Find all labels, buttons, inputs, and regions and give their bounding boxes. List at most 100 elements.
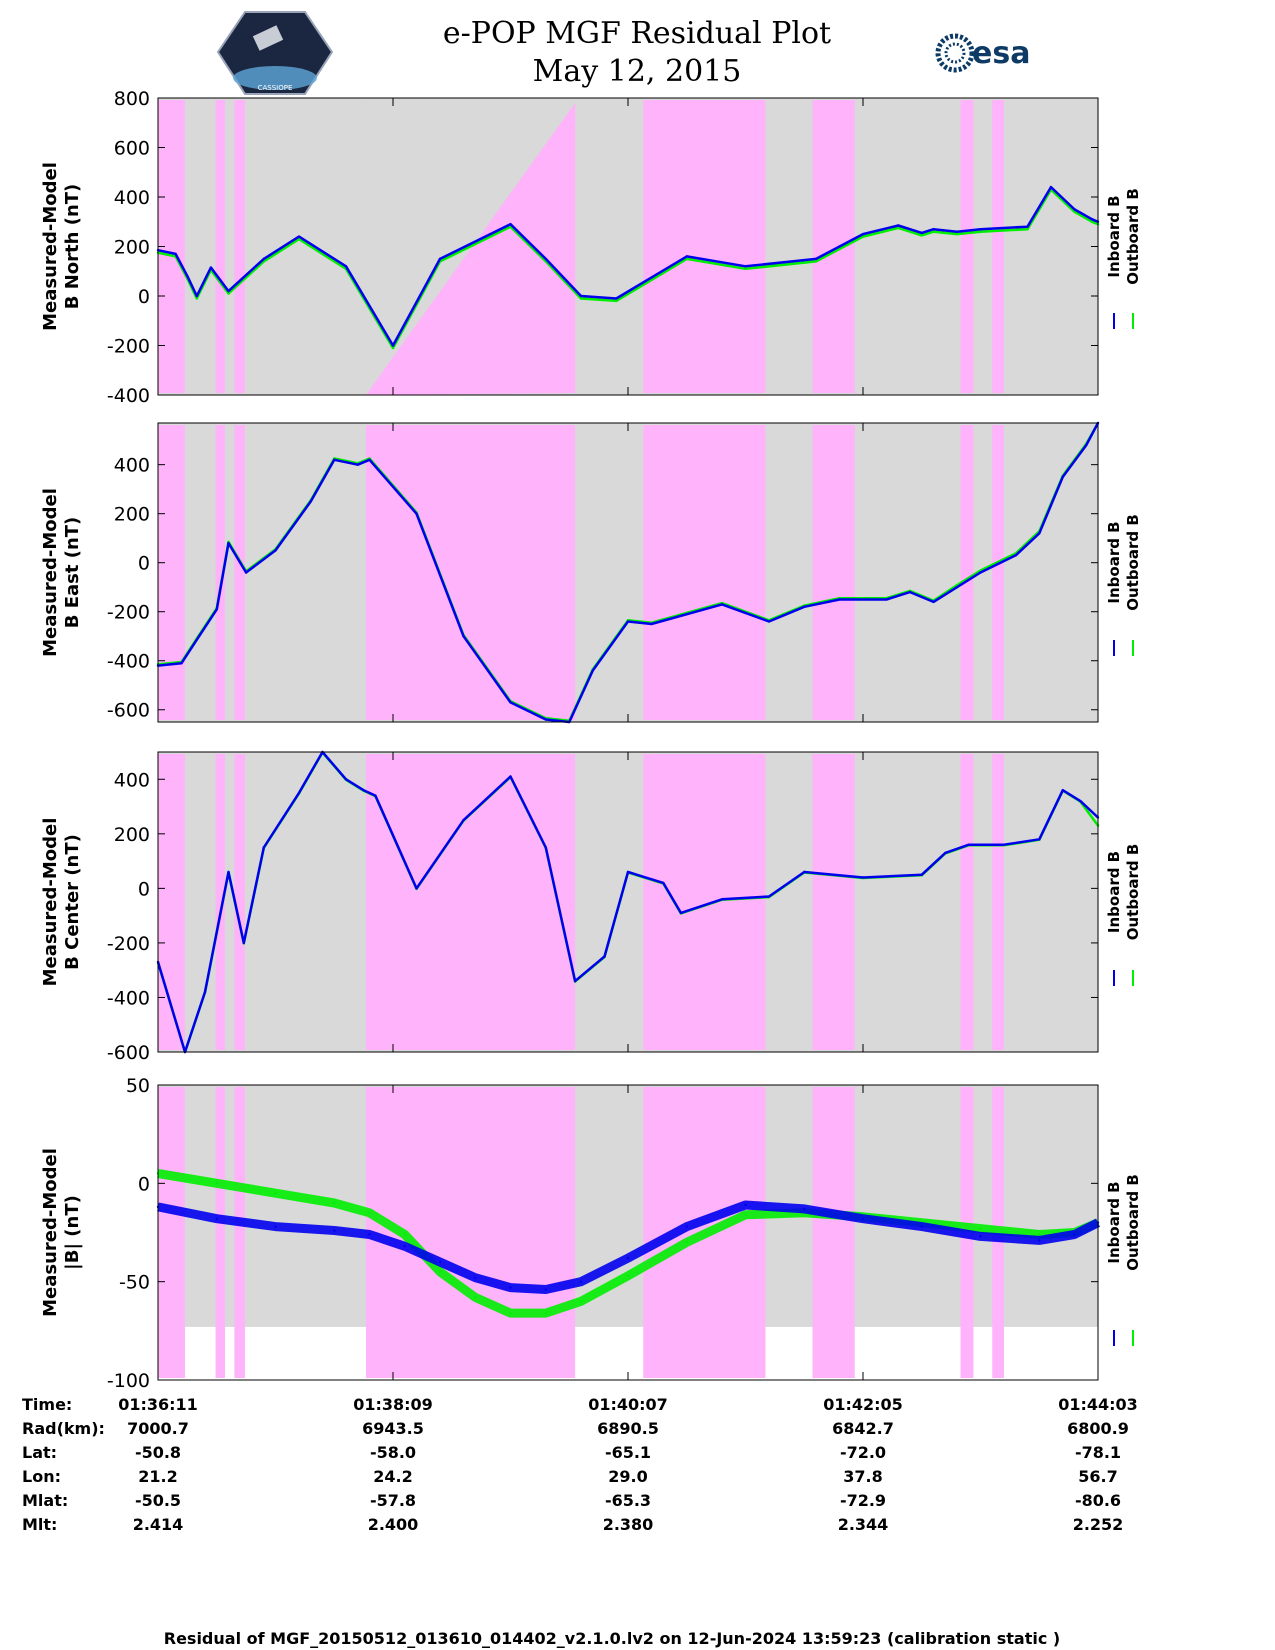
outboard-data-point (579, 1300, 583, 1303)
y-axis-label-line1: Measured-Model (40, 162, 61, 331)
highlight-band (812, 425, 855, 720)
info-cell: 21.2 (138, 1467, 177, 1486)
inboard-data-point (297, 235, 301, 238)
inboard-data-point (274, 1225, 277, 1228)
inboard-data-point (944, 851, 947, 855)
header: CASSIOPE e-POP MGF Residual Plot May 12,… (216, 11, 1030, 95)
y-tick-label: -400 (107, 651, 150, 673)
outboard-data-point (333, 1201, 336, 1205)
info-cell: 56.7 (1078, 1467, 1117, 1486)
inboard-data-point (509, 775, 512, 778)
y-axis-label: Measured-Model|B| (nT) (40, 1148, 83, 1317)
legend: Inboard B Outboard B (1105, 1174, 1142, 1346)
highlight-band (158, 754, 186, 1050)
inboard-data-point (603, 955, 606, 958)
y-tick-label: 0 (138, 878, 150, 900)
inboard-data-point (955, 230, 959, 233)
info-cell: 7000.7 (127, 1419, 189, 1438)
inboard-data-point (803, 1207, 806, 1211)
highlight-band (158, 425, 186, 720)
outboard-data-point (897, 226, 900, 230)
highlight-band (812, 1087, 855, 1378)
info-cell: -72.0 (840, 1443, 886, 1462)
info-cell: 6890.5 (597, 1419, 659, 1438)
inboard-data-point (438, 257, 442, 261)
inboard-data-point (720, 898, 724, 901)
highlight-band (812, 100, 855, 393)
outboard-data-point (1090, 220, 1094, 223)
inboard-data-point (920, 231, 923, 235)
legend-outboard-label: Outboard B (1124, 514, 1142, 611)
info-row-label: Mlt: (22, 1515, 57, 1534)
y-tick-label: 400 (114, 455, 150, 477)
outboard-data-point (274, 1191, 277, 1195)
inboard-data-point (462, 635, 465, 638)
outboard-data-point (744, 1213, 747, 1217)
legend-inboard-label: Inboard B (1105, 1181, 1123, 1263)
y-tick-label: -600 (107, 700, 150, 722)
info-cell: 6842.7 (832, 1419, 894, 1438)
info-cell: -72.9 (840, 1491, 886, 1510)
y-tick-label: 200 (114, 237, 150, 259)
outboard-data-point (195, 297, 198, 300)
inboard-data-point (509, 1286, 512, 1289)
highlight-band (992, 100, 1004, 393)
info-cell: 29.0 (608, 1467, 647, 1486)
inboard-data-point (544, 257, 547, 261)
outboard-data-point (544, 1311, 547, 1315)
outboard-data-point (744, 267, 747, 270)
y-tick-label: -400 (107, 385, 150, 407)
inboard-data-point (662, 881, 665, 885)
inboard-data-point (244, 571, 248, 574)
highlight-band (643, 100, 766, 393)
y-axis-label-line2: |B| (nT) (62, 1195, 83, 1270)
inboard-data-point (197, 635, 201, 638)
inboard-data-point (744, 265, 747, 268)
info-cell: 2.400 (368, 1515, 419, 1534)
info-cell: 6943.5 (362, 1419, 424, 1438)
outboard-data-point (368, 1211, 371, 1215)
inboard-data-point (1073, 1233, 1076, 1236)
inboard-data-point (309, 500, 312, 503)
outboard-data-point (1026, 227, 1029, 231)
y-tick-label: 600 (114, 138, 150, 160)
inboard-data-point (650, 622, 653, 626)
inboard-data-point (333, 1229, 336, 1232)
y-axis-label-line1: Measured-Model (40, 1148, 61, 1317)
y-tick-label: -100 (107, 1370, 150, 1392)
y-tick-label: -200 (107, 336, 150, 358)
y-tick-label: -600 (107, 1042, 150, 1064)
info-row-label: Lat: (22, 1443, 57, 1462)
inboard-data-point (626, 1256, 630, 1260)
y-tick-label: -400 (107, 987, 150, 1009)
inboard-data-point (180, 661, 183, 665)
legend-outboard-label: Outboard B (1124, 188, 1142, 285)
legend-inboard-label: Inboard B (1105, 521, 1123, 603)
highlight-band (960, 425, 974, 720)
inboard-data-point (215, 608, 218, 611)
inboard-data-point (1026, 225, 1029, 228)
info-cell: 2.414 (133, 1515, 184, 1534)
info-cell: 2.344 (838, 1515, 889, 1534)
info-cell: 01:44:03 (1058, 1395, 1138, 1414)
inboard-data-point (403, 1245, 406, 1248)
y-tick-label: 200 (114, 824, 150, 846)
y-axis-label-line1: Measured-Model (40, 818, 61, 987)
info-row-label: Lon: (22, 1467, 61, 1486)
inboard-series-line (156, 750, 1099, 1054)
inboard-data-point (297, 791, 301, 795)
highlight-band (234, 100, 245, 393)
panel-4: 50 0 -50 -100 Measured-Model|B| (nT) Inboard … (40, 1075, 1142, 1392)
inboard-data-point (227, 870, 230, 874)
outboard-data-point (814, 260, 818, 263)
info-cell: 24.2 (373, 1467, 412, 1486)
highlight-band (992, 425, 1004, 720)
outboard-data-point (438, 1270, 442, 1274)
info-cell: 2.252 (1073, 1515, 1124, 1534)
info-cell: 6800.9 (1067, 1419, 1129, 1438)
outboard-data-point (227, 292, 230, 295)
outboard-data-point (861, 235, 865, 238)
inboard-data-point (1014, 554, 1017, 557)
y-axis-label-line2: B North (nT) (62, 184, 83, 310)
